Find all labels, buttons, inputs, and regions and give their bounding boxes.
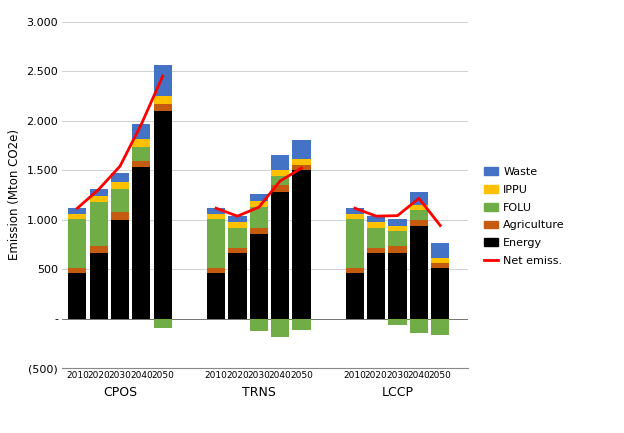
Bar: [367, 216, 385, 222]
Bar: [154, 319, 172, 329]
Bar: [410, 192, 428, 205]
Bar: [111, 182, 129, 189]
Bar: [90, 196, 108, 202]
Bar: [410, 220, 428, 226]
Bar: [111, 173, 129, 182]
Bar: [431, 268, 449, 319]
Bar: [154, 96, 172, 104]
Bar: [207, 268, 225, 273]
Bar: [68, 213, 86, 219]
Bar: [132, 161, 150, 167]
Bar: [111, 189, 129, 212]
Bar: [250, 201, 268, 207]
Bar: [154, 104, 172, 111]
Bar: [431, 243, 449, 258]
Bar: [68, 268, 86, 273]
Bar: [431, 258, 449, 263]
Bar: [250, 234, 268, 319]
Bar: [271, 319, 289, 337]
Bar: [132, 139, 150, 147]
Bar: [346, 273, 364, 319]
Bar: [228, 222, 246, 227]
Bar: [68, 219, 86, 268]
Bar: [367, 227, 385, 248]
Text: CPOS: CPOS: [103, 386, 137, 399]
Bar: [90, 253, 108, 319]
Bar: [389, 226, 407, 232]
Bar: [132, 124, 150, 139]
Legend: Waste, IPPU, FOLU, Agriculture, Energy, Net emiss.: Waste, IPPU, FOLU, Agriculture, Energy, …: [480, 163, 569, 270]
Bar: [367, 253, 385, 319]
Bar: [367, 222, 385, 227]
Bar: [293, 165, 311, 170]
Bar: [207, 213, 225, 219]
Bar: [346, 213, 364, 219]
Bar: [250, 207, 268, 227]
Bar: [68, 273, 86, 319]
Bar: [293, 170, 311, 319]
Bar: [346, 208, 364, 213]
Bar: [132, 147, 150, 161]
Bar: [250, 227, 268, 234]
Bar: [271, 192, 289, 319]
Bar: [271, 155, 289, 170]
Bar: [228, 248, 246, 253]
Y-axis label: Emission (Mton CO2e): Emission (Mton CO2e): [8, 129, 21, 260]
Bar: [271, 170, 289, 176]
Text: LCCP: LCCP: [381, 386, 414, 399]
Bar: [228, 216, 246, 222]
Bar: [346, 268, 364, 273]
Bar: [410, 319, 428, 333]
Bar: [228, 227, 246, 248]
Bar: [389, 253, 407, 319]
Bar: [132, 167, 150, 319]
Bar: [207, 219, 225, 268]
Bar: [389, 319, 407, 326]
Bar: [228, 253, 246, 319]
Bar: [389, 232, 407, 246]
Bar: [154, 65, 172, 96]
Bar: [271, 185, 289, 192]
Text: TRNS: TRNS: [242, 386, 276, 399]
Bar: [293, 159, 311, 165]
Bar: [250, 319, 268, 331]
Bar: [389, 246, 407, 253]
Bar: [207, 273, 225, 319]
Bar: [410, 205, 428, 210]
Bar: [111, 220, 129, 319]
Bar: [271, 176, 289, 185]
Bar: [207, 208, 225, 213]
Bar: [250, 194, 268, 201]
Bar: [68, 208, 86, 213]
Bar: [90, 202, 108, 246]
Bar: [431, 263, 449, 268]
Bar: [410, 226, 428, 319]
Bar: [90, 246, 108, 253]
Bar: [111, 212, 129, 220]
Bar: [431, 319, 449, 336]
Bar: [293, 140, 311, 159]
Bar: [389, 219, 407, 226]
Bar: [410, 210, 428, 220]
Bar: [90, 189, 108, 196]
Bar: [367, 248, 385, 253]
Bar: [346, 219, 364, 268]
Bar: [154, 111, 172, 319]
Bar: [293, 319, 311, 330]
